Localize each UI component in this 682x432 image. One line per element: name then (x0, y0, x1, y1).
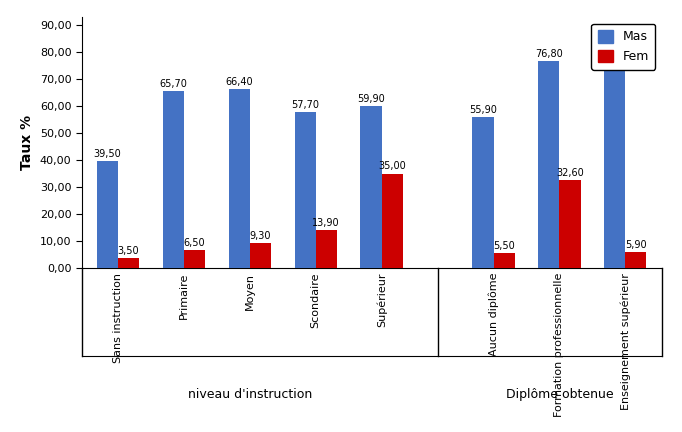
Bar (494, 253, 515, 268)
Text: 35,00: 35,00 (379, 162, 406, 172)
Bar (538, 61, 559, 268)
Text: 66,40: 66,40 (226, 77, 253, 87)
Bar (97, 162, 118, 268)
Text: 5,90: 5,90 (625, 240, 647, 250)
Bar (381, 174, 402, 268)
Text: 73,40: 73,40 (601, 58, 629, 68)
Legend: Mas, Fem: Mas, Fem (591, 23, 655, 70)
Text: 55,90: 55,90 (469, 105, 497, 115)
Text: Diplôme obtenue: Diplôme obtenue (505, 388, 613, 401)
Bar (361, 106, 381, 268)
Text: niveau d'instruction: niveau d'instruction (188, 388, 312, 401)
Bar (559, 180, 580, 268)
Bar (250, 243, 271, 268)
Text: 9,30: 9,30 (250, 231, 271, 241)
Bar (184, 250, 205, 268)
Text: 5,50: 5,50 (493, 241, 515, 251)
Y-axis label: Taux %: Taux % (20, 115, 34, 170)
Text: 65,70: 65,70 (160, 79, 188, 89)
Text: 3,50: 3,50 (118, 246, 139, 256)
Bar (228, 89, 250, 268)
Bar (316, 230, 337, 268)
Bar (473, 117, 494, 268)
Text: 57,70: 57,70 (291, 100, 319, 110)
Text: 13,90: 13,90 (312, 218, 340, 228)
Bar (625, 252, 647, 268)
Bar (163, 91, 184, 268)
Bar (604, 70, 625, 268)
Bar (118, 258, 139, 268)
Text: 6,50: 6,50 (183, 238, 205, 248)
Text: 76,80: 76,80 (535, 49, 563, 59)
Text: 39,50: 39,50 (93, 149, 121, 159)
Bar (295, 112, 316, 268)
Text: 59,90: 59,90 (357, 94, 385, 104)
Text: 32,60: 32,60 (556, 168, 584, 178)
